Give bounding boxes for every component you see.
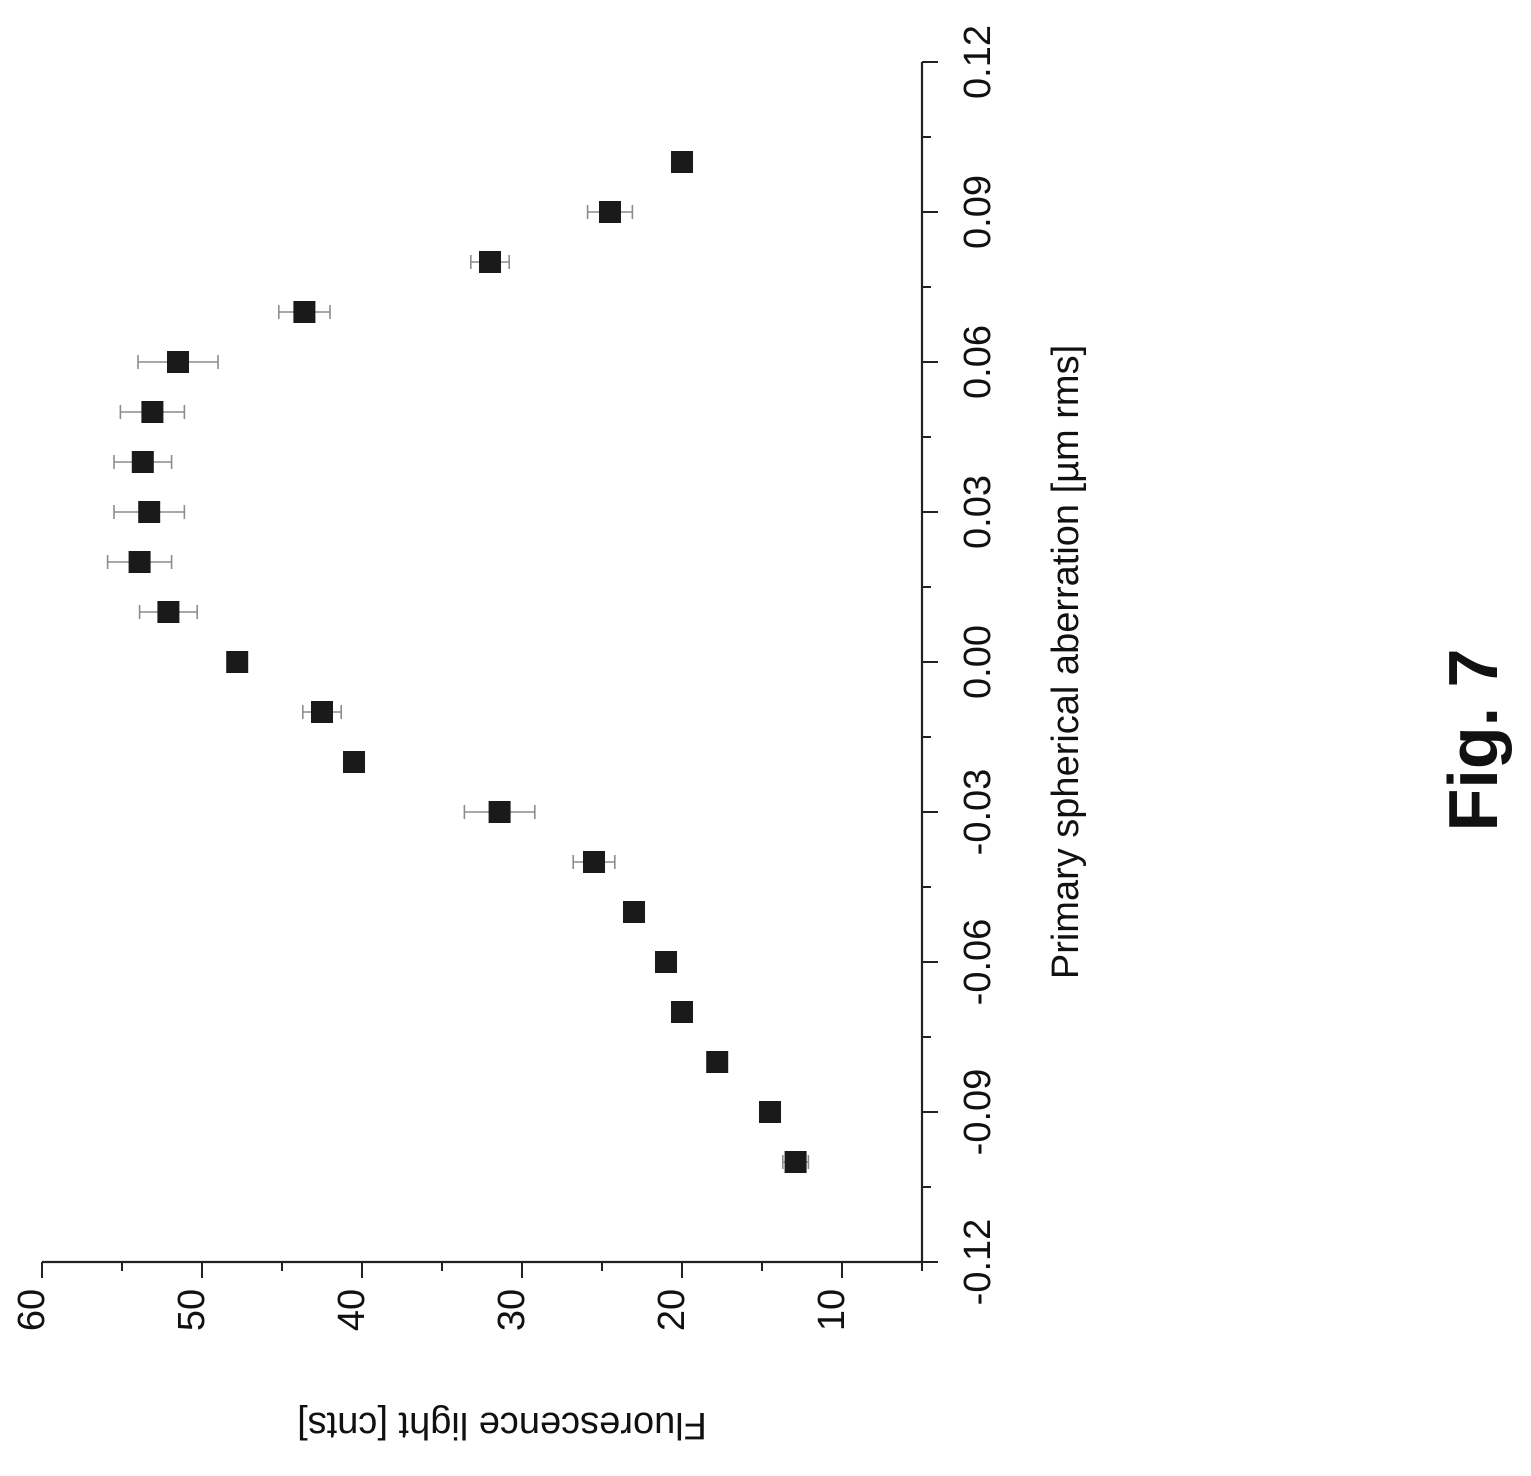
data-point bbox=[343, 751, 365, 773]
x-tick-label: -0.06 bbox=[957, 919, 999, 1006]
data-point bbox=[128, 551, 151, 573]
data-point bbox=[311, 701, 333, 723]
figure-label: Fig. 7 bbox=[1434, 649, 1512, 832]
data-point bbox=[583, 851, 605, 873]
y-tick-label: 30 bbox=[491, 1289, 533, 1331]
data-point bbox=[226, 651, 249, 673]
x-tick-label: 0.12 bbox=[957, 25, 999, 99]
data-point bbox=[623, 901, 645, 923]
x-tick-label: 0.00 bbox=[957, 625, 999, 699]
x-axis-title: Primary spherical aberration [µm rms] bbox=[1045, 345, 1087, 979]
y-tick-label: 60 bbox=[11, 1289, 53, 1331]
data-point bbox=[157, 601, 180, 623]
y-tick-label: 20 bbox=[651, 1289, 693, 1331]
data-point bbox=[599, 201, 621, 223]
x-tick-label: 0.09 bbox=[957, 175, 999, 249]
data-point bbox=[655, 951, 677, 973]
x-tick-label: 0.06 bbox=[957, 325, 999, 399]
data-point bbox=[138, 501, 161, 523]
data-point bbox=[131, 451, 154, 473]
x-tick-label: -0.09 bbox=[957, 1069, 999, 1156]
x-tick-label: 0.03 bbox=[957, 475, 999, 549]
y-tick-label: 50 bbox=[171, 1289, 213, 1331]
x-tick-label: -0.03 bbox=[957, 769, 999, 856]
data-point bbox=[488, 801, 511, 823]
data-point bbox=[141, 401, 164, 423]
data-point bbox=[479, 251, 501, 273]
data-point bbox=[706, 1051, 729, 1073]
plot-area: -0.12 -0.09 -0.06 -0.03 0.00 0.03 0.06 0.09 0.12… bbox=[11, 25, 1087, 1446]
data-point bbox=[167, 351, 189, 373]
data-point bbox=[671, 1001, 693, 1023]
y-tick-label: 40 bbox=[331, 1289, 373, 1331]
data-point bbox=[671, 151, 693, 173]
data-point bbox=[293, 301, 316, 323]
y-tick-label: 10 bbox=[811, 1289, 853, 1331]
x-tick-label: -0.12 bbox=[957, 1219, 999, 1306]
data-point bbox=[784, 1151, 807, 1173]
data-point bbox=[759, 1101, 781, 1123]
y-axis-title: Fluorescence light [cnts] bbox=[297, 1404, 707, 1446]
